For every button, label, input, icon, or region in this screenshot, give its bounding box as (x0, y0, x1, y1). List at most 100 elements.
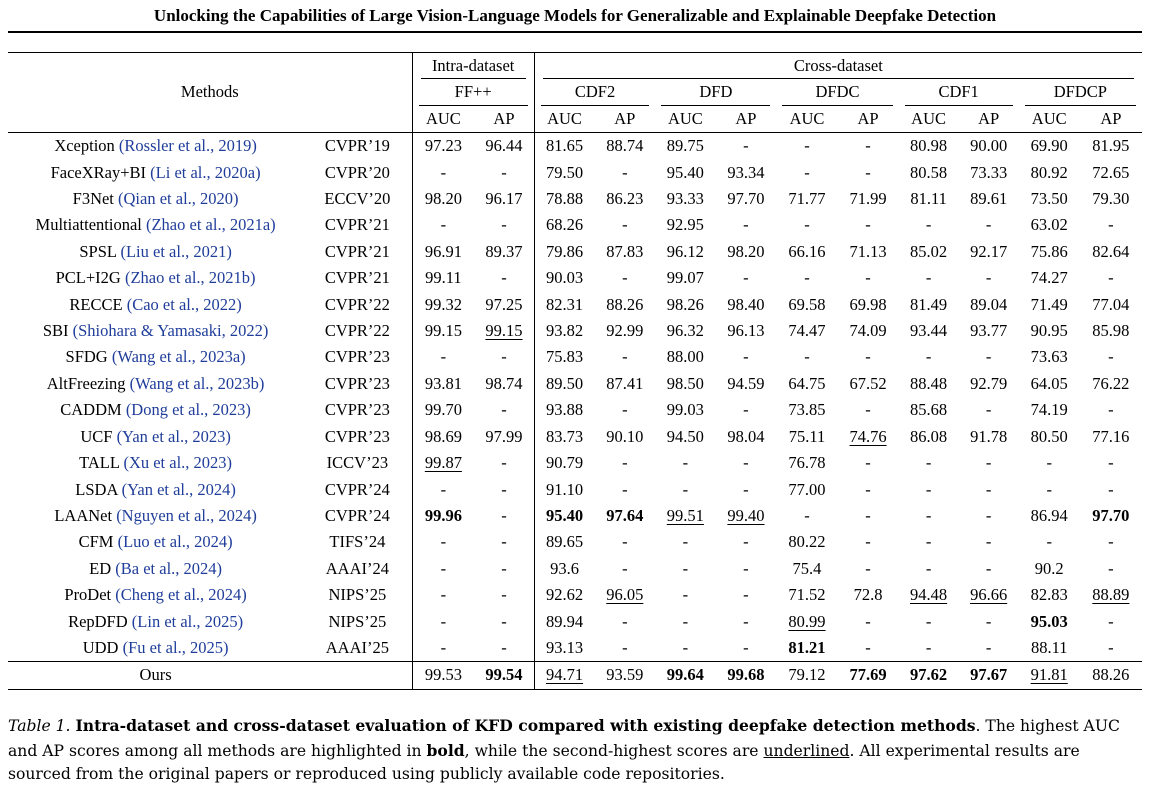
results-table: Methods Intra-dataset Cross-dataset FF++… (8, 52, 1142, 690)
citation-link[interactable]: (Qian et al., 2020) (118, 189, 239, 208)
score-value: - (683, 532, 689, 551)
score-value: - (865, 480, 871, 499)
score-value: 87.83 (606, 242, 643, 261)
score-cell: - (474, 212, 534, 238)
score-cell: 98.40 (715, 292, 776, 318)
citation-link[interactable]: (Shiohara & Yamasaki, 2022) (73, 321, 269, 340)
score-value: - (804, 163, 810, 182)
method-name: LAANet (54, 506, 112, 525)
score-value: 79.30 (1092, 189, 1129, 208)
score-value: 71.77 (788, 189, 825, 208)
score-cell: - (1080, 609, 1142, 635)
score-value: 99.11 (425, 268, 462, 287)
method-name: TALL (79, 453, 119, 472)
score-cell: 96.91 (412, 239, 474, 265)
score-value: - (1108, 400, 1114, 419)
citation-link[interactable]: (Lin et al., 2025) (132, 612, 243, 631)
score-value: - (501, 506, 507, 525)
score-value: 93.77 (970, 321, 1007, 340)
score-cell: - (715, 529, 776, 555)
score-cell: 94.59 (715, 371, 776, 397)
score-value: 94.71 (546, 665, 583, 684)
score-value: - (743, 136, 749, 155)
score-value: 94.48 (910, 585, 947, 604)
method-name: UCF (80, 427, 112, 446)
score-cell: - (838, 477, 899, 503)
score-cell: 79.12 (776, 662, 837, 689)
score-cell: 98.04 (715, 424, 776, 450)
table-row: SFDG (Wang et al., 2023a) CVPR’23- -75.83-… (8, 344, 1142, 370)
citation-link[interactable]: (Fu et al., 2025) (123, 638, 229, 657)
score-cell: - (838, 160, 899, 186)
score-value: 75.83 (546, 347, 583, 366)
metric-header: AUC (655, 106, 715, 133)
method-cell: SPSL (Liu et al., 2021) (8, 239, 303, 265)
citation-link[interactable]: (Zhao et al., 2021a) (146, 215, 276, 234)
citation-link[interactable]: (Wang et al., 2023a) (112, 347, 246, 366)
score-value: - (441, 638, 447, 657)
score-cell: 66.16 (776, 239, 837, 265)
citation-link[interactable]: (Rossler et al., 2019) (119, 136, 257, 155)
method-cell: SBI (Shiohara & Yamasaki, 2022) (8, 318, 303, 344)
score-value: 88.48 (910, 374, 947, 393)
score-value: - (441, 559, 447, 578)
score-value: 76.22 (1092, 374, 1129, 393)
score-value: - (1046, 532, 1052, 551)
score-cell: 97.99 (474, 424, 534, 450)
score-cell: - (959, 450, 1019, 476)
score-cell: 96.44 (474, 133, 534, 160)
score-cell: - (899, 529, 959, 555)
score-value: - (865, 532, 871, 551)
score-value: - (926, 638, 932, 657)
score-value: 75.11 (789, 427, 826, 446)
score-cell: 90.03 (534, 265, 594, 291)
citation-link[interactable]: (Cheng et al., 2024) (115, 585, 247, 604)
citation-link[interactable]: (Yan et al., 2023) (117, 427, 231, 446)
score-cell: 86.23 (594, 186, 655, 212)
score-cell: - (959, 556, 1019, 582)
score-value: - (1108, 347, 1114, 366)
score-cell: - (899, 556, 959, 582)
score-cell: - (655, 556, 715, 582)
score-value: - (743, 215, 749, 234)
score-cell: 99.40 (715, 503, 776, 529)
score-value: 77.16 (1092, 427, 1129, 446)
citation-link[interactable]: (Xu et al., 2023) (123, 453, 232, 472)
score-cell: 95.40 (655, 160, 715, 186)
citation-link[interactable]: (Luo et al., 2024) (118, 532, 233, 551)
score-cell: - (776, 344, 837, 370)
score-value: 73.50 (1031, 189, 1068, 208)
score-value: 80.99 (788, 612, 825, 631)
score-value: 69.58 (788, 295, 825, 314)
score-value: 81.65 (546, 136, 583, 155)
score-cell: - (412, 609, 474, 635)
citation-link[interactable]: (Zhao et al., 2021b) (125, 268, 256, 287)
citation-link[interactable]: (Ba et al., 2024) (115, 559, 222, 578)
citation-link[interactable]: (Li et al., 2020a) (150, 163, 260, 182)
score-cell: - (412, 529, 474, 555)
score-cell: - (474, 450, 534, 476)
score-cell: 91.10 (534, 477, 594, 503)
score-value: 74.47 (788, 321, 825, 340)
score-cell: 99.70 (412, 397, 474, 423)
score-cell: - (959, 265, 1019, 291)
score-value: - (683, 638, 689, 657)
citation-link[interactable]: (Nguyen et al., 2024) (116, 506, 257, 525)
citation-link[interactable]: (Liu et al., 2021) (120, 242, 231, 261)
score-cell: 90.00 (959, 133, 1019, 160)
method-cell: LSDA (Yan et al., 2024) (8, 477, 303, 503)
score-cell: 73.50 (1019, 186, 1080, 212)
citation-link[interactable]: (Wang et al., 2023b) (130, 374, 265, 393)
score-value: - (501, 400, 507, 419)
cross-dataset-header: Cross-dataset (534, 53, 1142, 80)
dataset-header: DFDCP (1019, 79, 1142, 105)
score-cell: 74.76 (838, 424, 899, 450)
score-value: - (441, 532, 447, 551)
score-value: - (804, 506, 810, 525)
citation-link[interactable]: (Yan et al., 2024) (122, 480, 236, 499)
citation-link[interactable]: (Dong et al., 2023) (126, 400, 251, 419)
score-value: 88.89 (1092, 585, 1129, 604)
score-cell: - (959, 635, 1019, 662)
method-name: F3Net (73, 189, 114, 208)
citation-link[interactable]: (Cao et al., 2022) (127, 295, 242, 314)
